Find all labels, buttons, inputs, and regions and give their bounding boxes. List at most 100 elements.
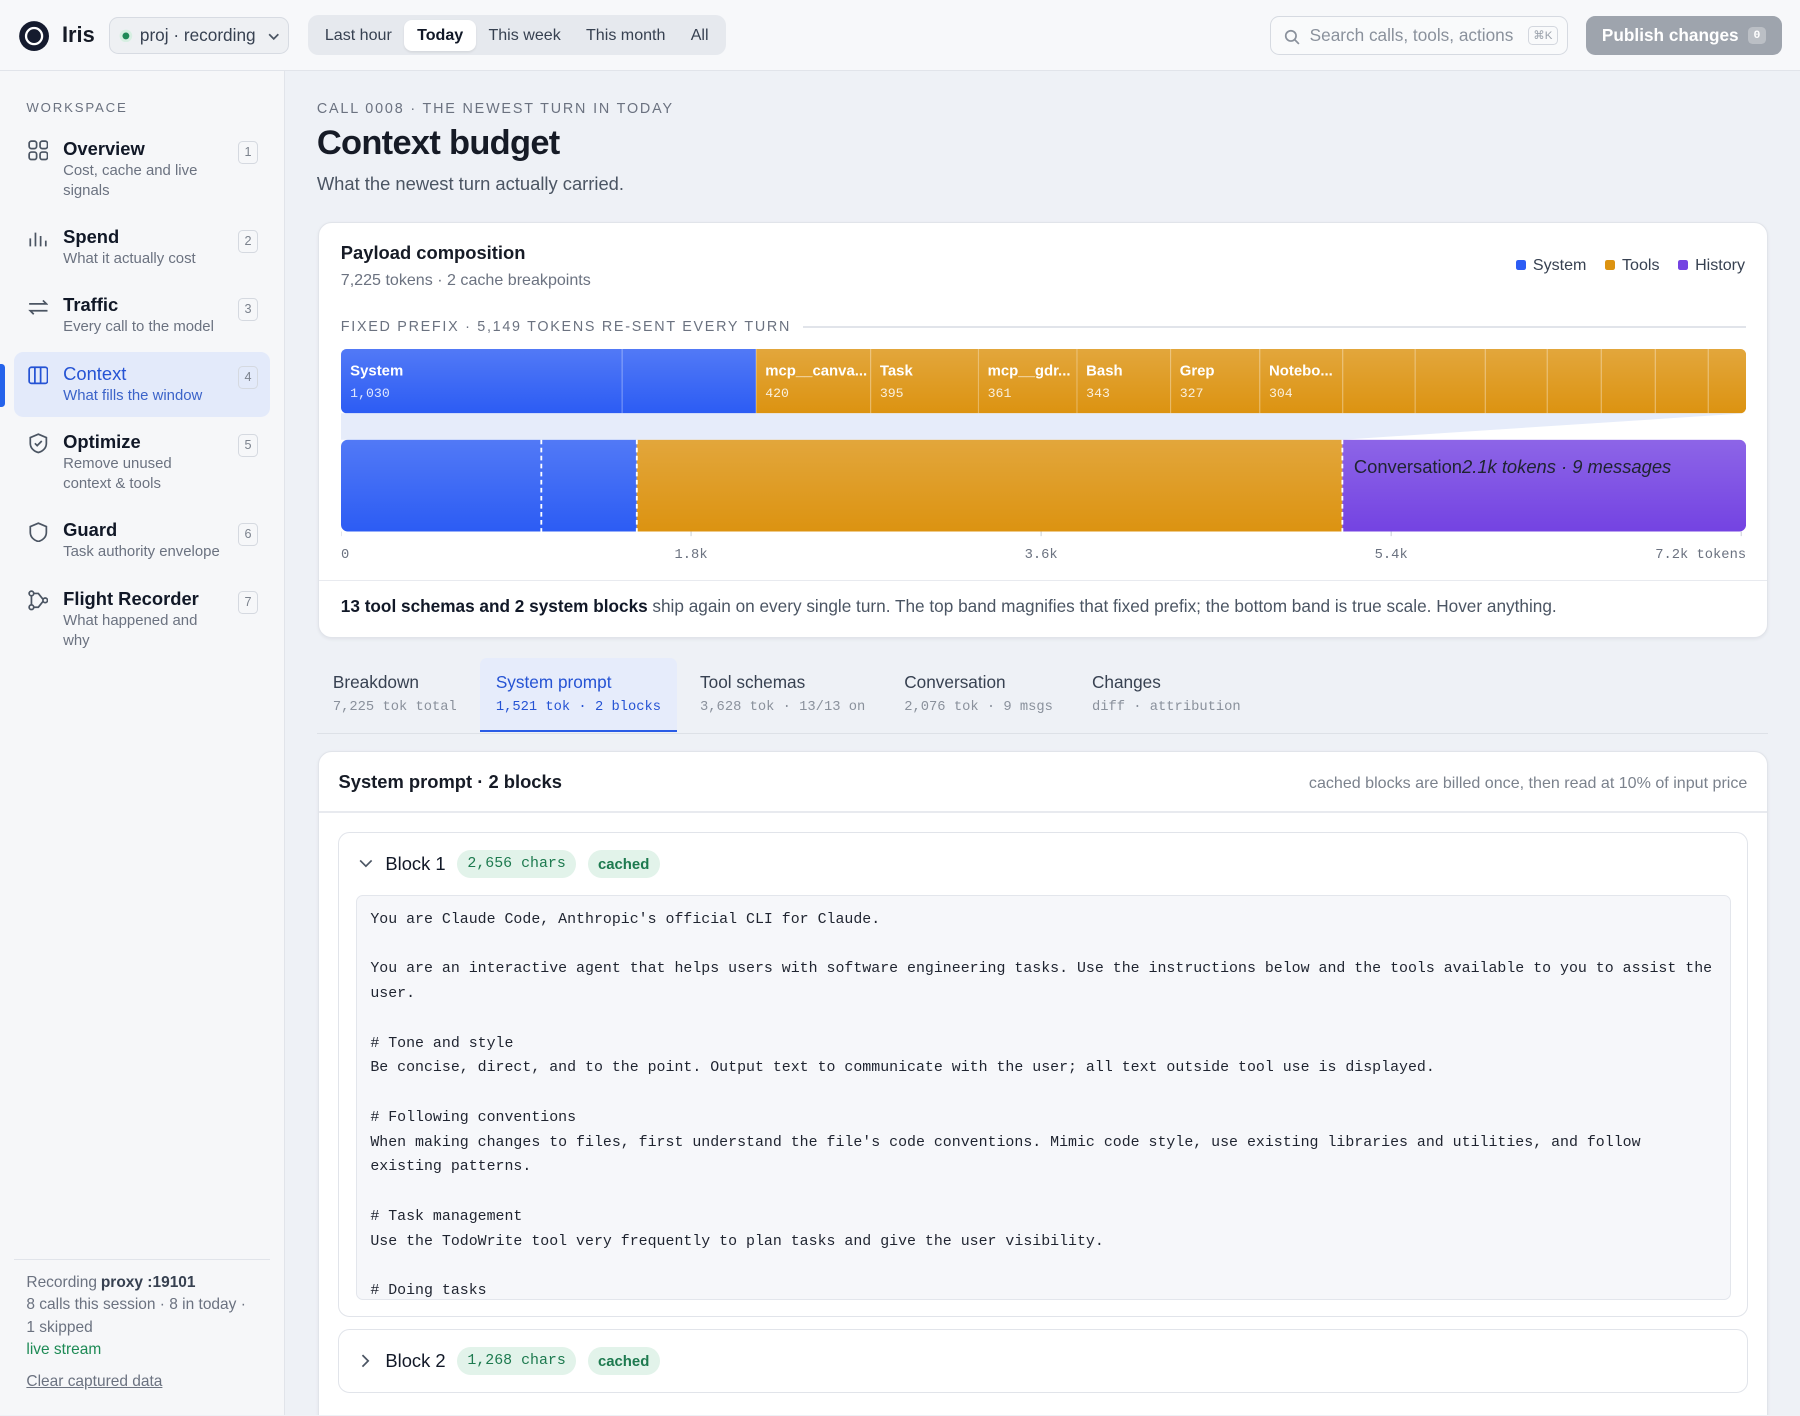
icon-shape bbox=[27, 151, 37, 161]
tab[interactable]: Breakdown 7,225 tok total bbox=[317, 658, 473, 733]
nav-title: Spend bbox=[63, 226, 120, 248]
range-tab[interactable]: This week bbox=[488, 25, 561, 44]
tab-meta: 1,521 tok · 2 blocks bbox=[495, 700, 662, 716]
nav-icon bbox=[27, 366, 48, 385]
nav-key: 4 bbox=[237, 366, 259, 390]
card-note: 13 tool schemas and 2 system blocks ship … bbox=[341, 596, 1557, 617]
search[interactable]: Search calls, tools, actions ⌘K bbox=[1269, 16, 1569, 56]
nav-item[interactable]: Guard Task authority envelope 6 bbox=[14, 509, 270, 574]
tab[interactable]: Conversation 2,076 tok · 9 msgs bbox=[888, 658, 1069, 733]
block-badge: cached bbox=[587, 1346, 660, 1376]
paragraph: # Tone and style Be concise, direct, and… bbox=[370, 1035, 1435, 1077]
nav-title: Optimize bbox=[63, 430, 141, 452]
nav-item[interactable]: Spend What it actually cost 2 bbox=[14, 216, 270, 281]
prefix-label: FIXED PREFIX · 5,149 TOKENS RE-SENT EVER… bbox=[341, 319, 1746, 335]
icon-shape bbox=[28, 521, 47, 543]
tab[interactable]: Tool schemas 3,628 tok · 13/13 on bbox=[684, 658, 881, 733]
status-dot bbox=[119, 29, 133, 42]
range-tab[interactable]: All bbox=[690, 25, 709, 44]
shortcut: ⌘K bbox=[1527, 26, 1558, 45]
tab-meta: 2,076 tok · 9 msgs bbox=[904, 700, 1053, 716]
paragraph: # Following conventions When making chan… bbox=[370, 1109, 1641, 1176]
nav-item[interactable]: Flight Recorder What happened and why 7 bbox=[14, 577, 270, 662]
icon-shape bbox=[28, 433, 47, 454]
legend: System Tools History bbox=[1515, 255, 1746, 275]
block-title: Block 1 bbox=[385, 853, 446, 875]
x-tick-label: 0 bbox=[341, 548, 349, 561]
nav-desc: Every call to the model bbox=[63, 318, 214, 336]
tab-meta: 7,225 tok total bbox=[332, 700, 457, 716]
annotation-detail: 2.1k tokens · 9 messages bbox=[1461, 456, 1671, 477]
range-tab[interactable]: Last hour bbox=[324, 25, 392, 44]
range-tabs: Last hour Today This week This month All bbox=[307, 14, 726, 56]
icon-shape bbox=[30, 592, 44, 608]
nav-desc: What happened and why bbox=[63, 611, 198, 649]
paragraph: # Doing tasks bbox=[370, 1283, 487, 1300]
divider bbox=[13, 1259, 270, 1261]
icon-shape bbox=[41, 597, 48, 604]
project-select[interactable]: proj · recording bbox=[109, 17, 290, 54]
nav-item[interactable]: Overview Cost, cache and live signals 1 bbox=[14, 127, 270, 212]
search-placeholder: Search calls, tools, actions bbox=[1309, 25, 1514, 46]
system-prompt-panel: System prompt · 2 blocks cached blocks a… bbox=[317, 750, 1768, 1416]
shine bbox=[340, 348, 1746, 414]
logo bbox=[19, 20, 50, 51]
nav-item[interactable]: Traffic Every call to the model 3 bbox=[14, 284, 270, 349]
panel-title: System prompt · 2 blocks bbox=[338, 771, 562, 793]
nav-icon bbox=[28, 521, 47, 543]
nav-item[interactable]: Context What fills the window 4 bbox=[0, 352, 270, 418]
tab[interactable]: System prompt 1,521 tok · 2 blocks bbox=[479, 657, 678, 733]
icon-shape bbox=[38, 151, 48, 161]
composition-card: Payload composition 7,225 tokens · 2 cac… bbox=[317, 221, 1768, 639]
nav: Overview Cost, cache and live signals 1 Spe… bbox=[0, 127, 270, 662]
legend-swatch bbox=[1515, 260, 1526, 271]
nav-key: 7 bbox=[237, 591, 259, 615]
block-header[interactable]: Block 1 2,656 chars cached bbox=[339, 833, 1747, 895]
card-subtitle: 7,225 tokens · 2 cache breakpoints bbox=[340, 270, 591, 289]
nav-key: 5 bbox=[237, 434, 259, 458]
chevron bbox=[268, 33, 280, 41]
paragraph: # Task management Use the TodoWrite tool… bbox=[370, 1209, 1104, 1250]
publish-count: 0 bbox=[1747, 26, 1767, 45]
page-subtitle: What the newest turn actually carried. bbox=[316, 173, 624, 195]
tab[interactable]: Changes diff · attribution bbox=[1076, 658, 1257, 733]
nav-item[interactable]: Optimize Remove unused context & tools 5 bbox=[14, 421, 270, 506]
paragraph: You are an interactive agent that helps … bbox=[370, 961, 1722, 1002]
panel-note: cached blocks are billed once, then read… bbox=[1308, 773, 1748, 792]
nav-icon bbox=[27, 299, 48, 315]
block-size: 2,656 chars bbox=[457, 850, 577, 878]
prefix-label-text: FIXED PREFIX · 5,149 TOKENS RE-SENT EVER… bbox=[340, 318, 792, 335]
sidebar-footer: Recording proxy :19101 8 calls this sessi… bbox=[26, 1272, 256, 1393]
range-tab[interactable]: Today bbox=[404, 19, 476, 51]
tab-meta: diff · attribution bbox=[1091, 700, 1241, 716]
clear-link[interactable]: Clear captured data bbox=[26, 1372, 163, 1390]
recording-line: Recording proxy :19101 bbox=[26, 1272, 256, 1294]
nav-key: 2 bbox=[237, 229, 259, 253]
block-header[interactable]: Block 2 1,268 chars cached bbox=[339, 1330, 1747, 1392]
nav-desc: Task authority envelope bbox=[63, 543, 220, 561]
nav-title: Guard bbox=[63, 519, 118, 541]
nav-icon bbox=[27, 590, 48, 611]
composition-chart: System1,030mcp__canva...420Task395mcp__g… bbox=[340, 348, 1746, 561]
range-tab[interactable]: This month bbox=[586, 25, 666, 44]
legend-label: History bbox=[1695, 255, 1746, 274]
nav-key: 1 bbox=[237, 141, 259, 165]
nav-title: Overview bbox=[63, 137, 145, 159]
nav-key: 6 bbox=[237, 522, 259, 546]
note-text: ship again on every single turn. The top… bbox=[652, 595, 1557, 616]
block-content: You are Claude Code, Anthropic's officia… bbox=[355, 895, 1732, 1301]
legend-item: History bbox=[1677, 255, 1746, 275]
icon-shape bbox=[27, 299, 48, 315]
legend-label: Tools bbox=[1622, 255, 1660, 274]
note-bold: 13 tool schemas and 2 system blocks bbox=[340, 595, 648, 616]
stats: 8 calls this session · 8 in today · 1 sk… bbox=[26, 1296, 246, 1336]
legend-swatch bbox=[1604, 260, 1616, 271]
nav-title: Traffic bbox=[63, 294, 119, 316]
legend-item: System bbox=[1515, 256, 1586, 275]
tabs: Breakdown 7,225 tok total System prompt 1,5… bbox=[316, 657, 1768, 734]
publish-label: Publish changes bbox=[1601, 25, 1739, 46]
x-tick-label: 5.4k bbox=[1374, 547, 1407, 561]
publish-button[interactable]: Publish changes 0 bbox=[1586, 16, 1782, 56]
